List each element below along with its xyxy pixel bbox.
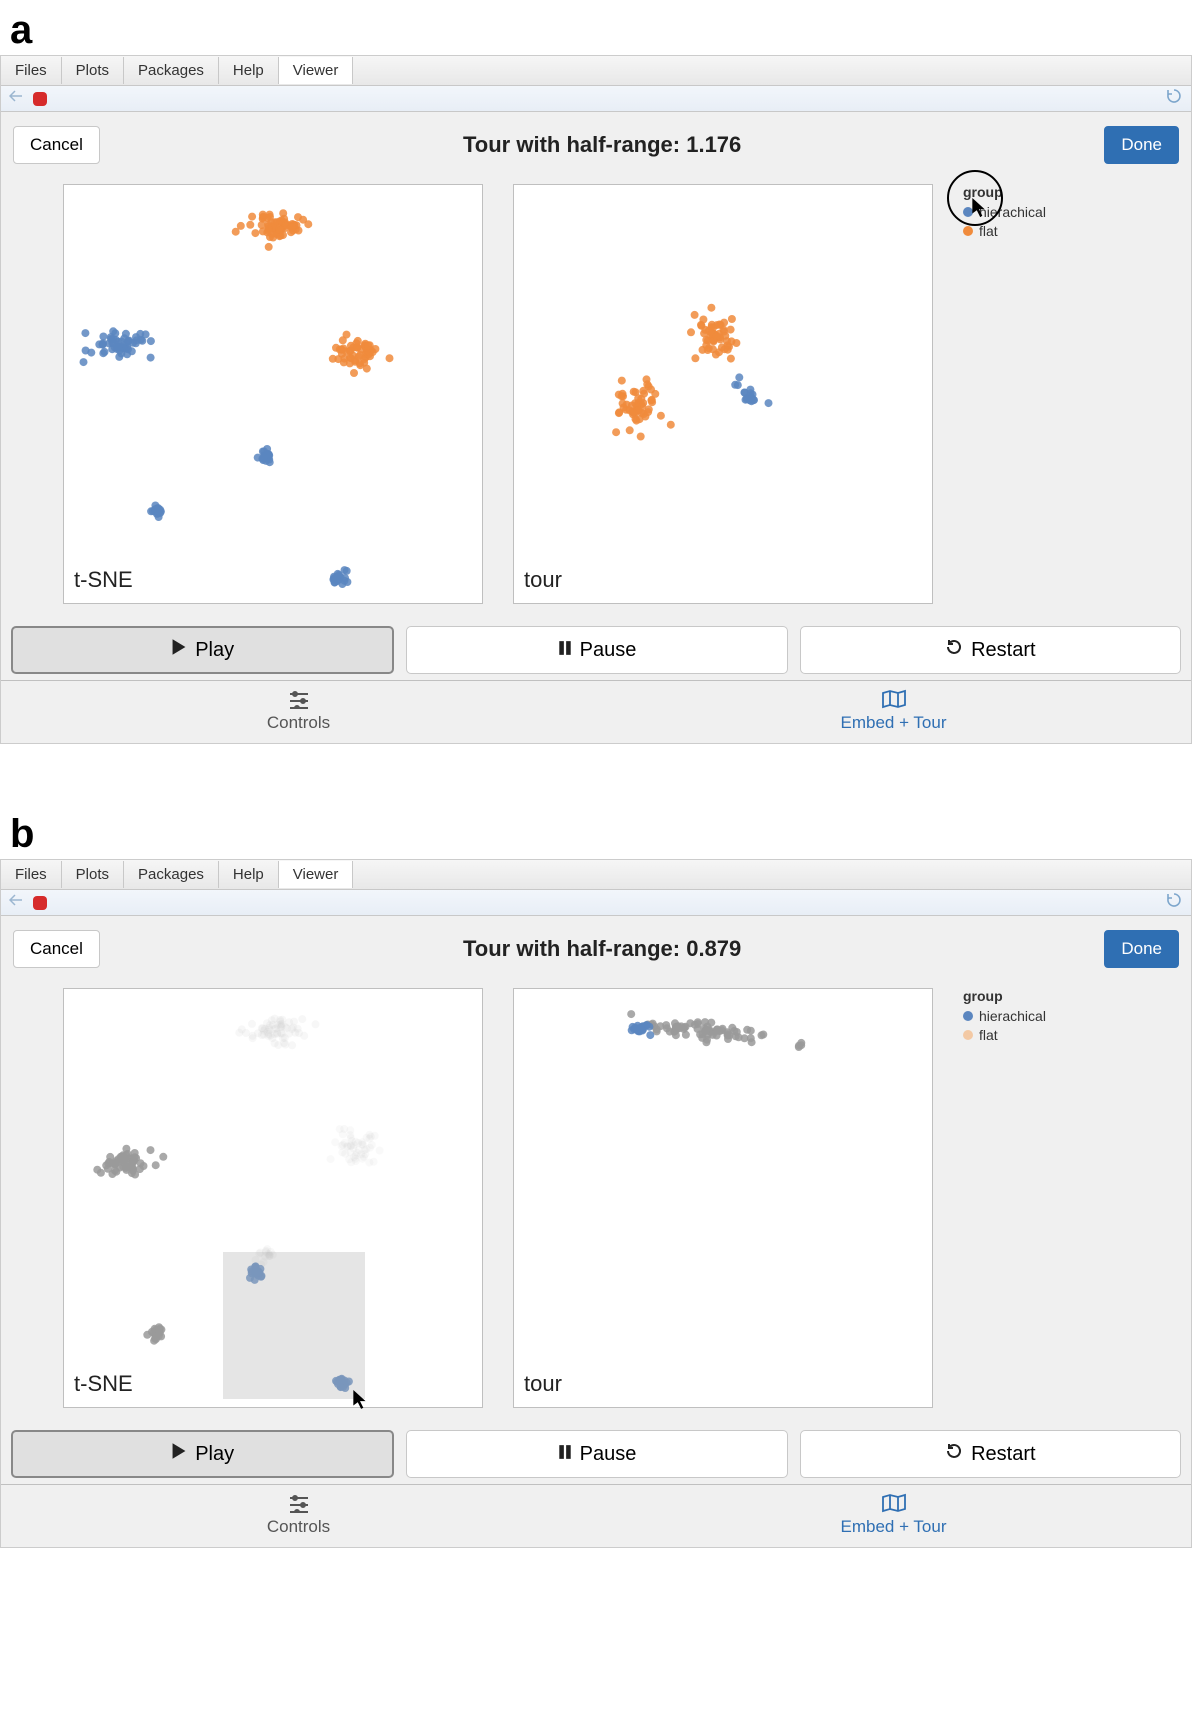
ide-tab-help[interactable]: Help: [219, 861, 279, 888]
pause-label: Pause: [580, 639, 637, 662]
ide-tab-files[interactable]: Files: [1, 861, 62, 888]
figure-label-a: a: [0, 0, 1192, 55]
tab-controls-label: Controls: [267, 1517, 330, 1536]
legend-label: hierachical: [979, 1008, 1046, 1024]
plot-label-tsne: t-SNE: [74, 567, 133, 593]
playback-controls: Play Pause Restart: [1, 1420, 1191, 1484]
legend-title: group: [963, 988, 1046, 1004]
legend-item[interactable]: hierachical: [963, 204, 1046, 220]
plot-tour[interactable]: tour: [513, 988, 933, 1408]
legend-label: flat: [979, 1027, 998, 1043]
app-header: Cancel Tour with half-range: 0.879 Done: [1, 916, 1191, 982]
tab-embed-tour[interactable]: Embed + Tour: [596, 1485, 1191, 1547]
legend-title: group: [963, 184, 1046, 200]
back-icon[interactable]: [9, 89, 25, 108]
app-title: Tour with half-range: 1.176: [463, 132, 741, 158]
ide-tab-viewer[interactable]: Viewer: [279, 861, 354, 888]
done-button[interactable]: Done: [1104, 126, 1179, 164]
cancel-button[interactable]: Cancel: [13, 126, 100, 164]
plots-row: t-SNE tour group hierachical flat: [1, 178, 1191, 616]
ide-pane-b: FilesPlotsPackagesHelpViewer Cancel Tour…: [0, 859, 1192, 1548]
panel-b: b FilesPlotsPackagesHelpViewer Cancel To…: [0, 804, 1192, 1548]
sliders-icon: [287, 689, 311, 709]
legend-item[interactable]: flat: [963, 1027, 1046, 1043]
plot-label-tour: tour: [524, 567, 562, 593]
refresh-icon[interactable]: [1165, 891, 1183, 914]
stop-icon[interactable]: [33, 896, 47, 910]
restart-icon: [945, 1442, 963, 1466]
map-icon: [881, 689, 907, 709]
legend-dot-icon: [963, 207, 973, 217]
restart-button[interactable]: Restart: [800, 1430, 1181, 1478]
ide-toolbar: [1, 86, 1191, 112]
plot-label-tsne: t-SNE: [74, 1371, 133, 1397]
sliders-icon: [287, 1493, 311, 1513]
restart-label: Restart: [971, 639, 1035, 662]
tab-controls[interactable]: Controls: [1, 1485, 596, 1547]
play-label: Play: [195, 639, 234, 662]
legend: group hierachical flat: [963, 184, 1046, 242]
plot-label-tour: tour: [524, 1371, 562, 1397]
play-label: Play: [195, 1443, 234, 1466]
legend-item[interactable]: flat: [963, 223, 1046, 239]
ide-tab-plots[interactable]: Plots: [62, 57, 124, 84]
plot-tour[interactable]: tour: [513, 184, 933, 604]
pause-label: Pause: [580, 1443, 637, 1466]
figure-label-b: b: [0, 804, 1192, 859]
restart-icon: [945, 638, 963, 662]
app-title: Tour with half-range: 0.879: [463, 936, 741, 962]
bottom-tabs: Controls Embed + Tour: [1, 680, 1191, 743]
back-icon[interactable]: [9, 893, 25, 912]
pause-icon: [558, 639, 572, 662]
window-buttons: [1181, 62, 1185, 79]
ide-toolbar: [1, 890, 1191, 916]
ide-tab-plots[interactable]: Plots: [62, 861, 124, 888]
ide-tab-viewer[interactable]: Viewer: [279, 57, 354, 84]
play-icon: [171, 638, 187, 662]
ide-tab-packages[interactable]: Packages: [124, 57, 219, 84]
pause-icon: [558, 1443, 572, 1466]
playback-controls: Play Pause Restart: [1, 616, 1191, 680]
plots-row: t-SNE tour group hierachical flat: [1, 982, 1191, 1420]
play-button[interactable]: Play: [11, 1430, 394, 1478]
ide-pane-a: FilesPlotsPackagesHelpViewer Cancel Tour…: [0, 55, 1192, 744]
window-buttons: [1181, 866, 1185, 883]
legend-dot-icon: [963, 1030, 973, 1040]
play-button[interactable]: Play: [11, 626, 394, 674]
pause-button[interactable]: Pause: [406, 626, 787, 674]
tab-controls[interactable]: Controls: [1, 681, 596, 743]
tab-embed-tour[interactable]: Embed + Tour: [596, 681, 1191, 743]
ide-tab-help[interactable]: Help: [219, 57, 279, 84]
brush-selection-rect[interactable]: [223, 1252, 365, 1398]
legend-item[interactable]: hierachical: [963, 1008, 1046, 1024]
refresh-icon[interactable]: [1165, 87, 1183, 110]
ide-tab-packages[interactable]: Packages: [124, 861, 219, 888]
done-button[interactable]: Done: [1104, 930, 1179, 968]
legend-label: hierachical: [979, 204, 1046, 220]
stop-icon[interactable]: [33, 92, 47, 106]
legend-dot-icon: [963, 226, 973, 236]
ide-tabbar: FilesPlotsPackagesHelpViewer: [1, 56, 1191, 86]
play-icon: [171, 1442, 187, 1466]
panel-a: a FilesPlotsPackagesHelpViewer Cancel To…: [0, 0, 1192, 744]
tab-embed-label: Embed + Tour: [840, 713, 946, 732]
pause-button[interactable]: Pause: [406, 1430, 787, 1478]
legend: group hierachical flat: [963, 988, 1046, 1046]
bottom-tabs: Controls Embed + Tour: [1, 1484, 1191, 1547]
app-header: Cancel Tour with half-range: 1.176 Done: [1, 112, 1191, 178]
map-icon: [881, 1493, 907, 1513]
cancel-button[interactable]: Cancel: [13, 930, 100, 968]
plot-tsne[interactable]: t-SNE: [63, 988, 483, 1408]
restart-label: Restart: [971, 1443, 1035, 1466]
plot-tsne[interactable]: t-SNE: [63, 184, 483, 604]
ide-tabbar: FilesPlotsPackagesHelpViewer: [1, 860, 1191, 890]
legend-label: flat: [979, 223, 998, 239]
ide-tab-files[interactable]: Files: [1, 57, 62, 84]
legend-dot-icon: [963, 1011, 973, 1021]
restart-button[interactable]: Restart: [800, 626, 1181, 674]
tab-controls-label: Controls: [267, 713, 330, 732]
tab-embed-label: Embed + Tour: [840, 1517, 946, 1536]
